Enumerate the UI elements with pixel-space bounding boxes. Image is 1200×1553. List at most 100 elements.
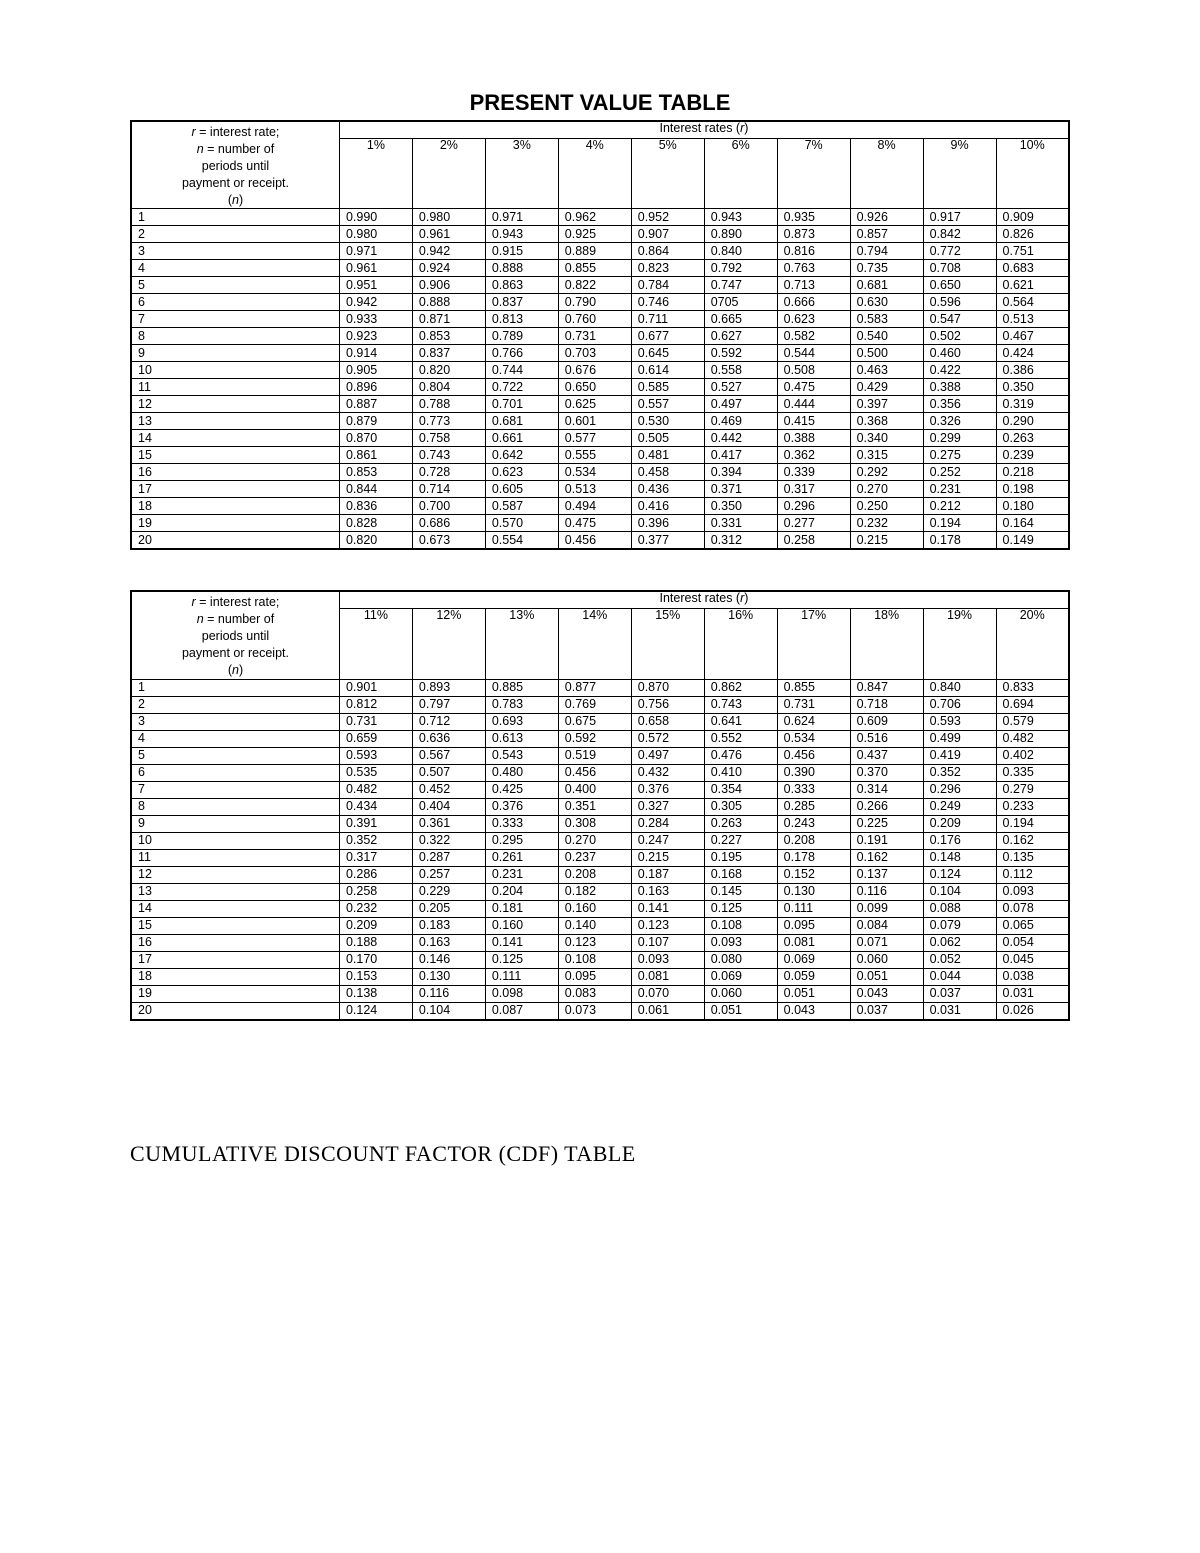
pv-cell: 0.971 xyxy=(339,243,412,260)
pv-cell: 0.153 xyxy=(339,968,412,985)
pv-cell: 0.962 xyxy=(558,209,631,226)
pv-cell: 0.842 xyxy=(923,226,996,243)
pv-cell: 0.855 xyxy=(777,679,850,696)
pv-cell: 0.564 xyxy=(996,294,1069,311)
pv-cell: 0.980 xyxy=(339,226,412,243)
period-n: 14 xyxy=(131,900,339,917)
period-n: 18 xyxy=(131,968,339,985)
period-n: 9 xyxy=(131,345,339,362)
period-n: 5 xyxy=(131,277,339,294)
table-row: 50.5930.5670.5430.5190.4970.4760.4560.43… xyxy=(131,747,1069,764)
pv-cell: 0.666 xyxy=(777,294,850,311)
pv-cell: 0.482 xyxy=(339,781,412,798)
period-n: 19 xyxy=(131,515,339,532)
pv-cell: 0.088 xyxy=(923,900,996,917)
pv-cell: 0.095 xyxy=(558,968,631,985)
period-n: 7 xyxy=(131,311,339,328)
pv-cell: 0.107 xyxy=(631,934,704,951)
table-row: 70.9330.8710.8130.7600.7110.6650.6230.58… xyxy=(131,311,1069,328)
pv-cell: 0.942 xyxy=(412,243,485,260)
pv-cell: 0.148 xyxy=(923,849,996,866)
pv-cell: 0.215 xyxy=(850,532,923,550)
rate-header: 17% xyxy=(777,609,850,680)
pv-cell: 0.239 xyxy=(996,447,1069,464)
pv-cell: 0.713 xyxy=(777,277,850,294)
pv-cell: 0.437 xyxy=(850,747,923,764)
pv-cell: 0.706 xyxy=(923,696,996,713)
pv-cell: 0.683 xyxy=(996,260,1069,277)
period-n: 19 xyxy=(131,985,339,1002)
table-row: 150.8610.7430.6420.5550.4810.4170.3620.3… xyxy=(131,447,1069,464)
pv-cell: 0.760 xyxy=(558,311,631,328)
pv-cell: 0.711 xyxy=(631,311,704,328)
pv-cell: 0.924 xyxy=(412,260,485,277)
pv-cell: 0.327 xyxy=(631,798,704,815)
pv-cell: 0.051 xyxy=(777,985,850,1002)
period-n: 10 xyxy=(131,362,339,379)
pv-cell: 0.308 xyxy=(558,815,631,832)
pv-cell: 0.820 xyxy=(412,362,485,379)
period-n: 6 xyxy=(131,764,339,781)
pv-cell: 0.820 xyxy=(339,532,412,550)
pv-cell: 0.444 xyxy=(777,396,850,413)
rate-header: 6% xyxy=(704,138,777,209)
pv-cell: 0.534 xyxy=(777,730,850,747)
pv-cell: 0.062 xyxy=(923,934,996,951)
pv-cell: 0.926 xyxy=(850,209,923,226)
pv-cell: 0.743 xyxy=(412,447,485,464)
pv-cell: 0.497 xyxy=(631,747,704,764)
pv-cell: 0.844 xyxy=(339,481,412,498)
pv-cell: 0.756 xyxy=(631,696,704,713)
pv-cell: 0.104 xyxy=(412,1002,485,1020)
pv-cell: 0.305 xyxy=(704,798,777,815)
pv-cell: 0.837 xyxy=(485,294,558,311)
pv-cell: 0.857 xyxy=(850,226,923,243)
pv-cell: 0.188 xyxy=(339,934,412,951)
pv-cell: 0.952 xyxy=(631,209,704,226)
pv-cell: 0.853 xyxy=(339,464,412,481)
pv-cell: 0.864 xyxy=(631,243,704,260)
pv-cell: 0705 xyxy=(704,294,777,311)
pv-cell: 0.195 xyxy=(704,849,777,866)
pv-cell: 0.627 xyxy=(704,328,777,345)
table-row: 190.1380.1160.0980.0830.0700.0600.0510.0… xyxy=(131,985,1069,1002)
period-n: 17 xyxy=(131,481,339,498)
pv-cell: 0.714 xyxy=(412,481,485,498)
pv-cell: 0.822 xyxy=(558,277,631,294)
pv-cell: 0.026 xyxy=(996,1002,1069,1020)
pv-cell: 0.391 xyxy=(339,815,412,832)
period-n: 4 xyxy=(131,260,339,277)
pv-cell: 0.572 xyxy=(631,730,704,747)
pv-cell: 0.205 xyxy=(412,900,485,917)
pv-cell: 0.456 xyxy=(777,747,850,764)
pv-cell: 0.458 xyxy=(631,464,704,481)
pv-cell: 0.896 xyxy=(339,379,412,396)
period-n: 11 xyxy=(131,849,339,866)
period-n: 8 xyxy=(131,798,339,815)
table-row: 30.9710.9420.9150.8890.8640.8400.8160.79… xyxy=(131,243,1069,260)
pv-cell: 0.686 xyxy=(412,515,485,532)
pv-cell: 0.482 xyxy=(996,730,1069,747)
table-row: 30.7310.7120.6930.6750.6580.6410.6240.60… xyxy=(131,713,1069,730)
pv-cell: 0.125 xyxy=(485,951,558,968)
period-n: 11 xyxy=(131,379,339,396)
pv-cell: 0.138 xyxy=(339,985,412,1002)
pv-cell: 0.284 xyxy=(631,815,704,832)
pv-cell: 0.877 xyxy=(558,679,631,696)
pv-cell: 0.084 xyxy=(850,917,923,934)
table-header-left: r = interest rate;n = number ofperiods u… xyxy=(131,121,339,209)
period-n: 12 xyxy=(131,396,339,413)
pv-cell: 0.840 xyxy=(704,243,777,260)
table-row: 200.1240.1040.0870.0730.0610.0510.0430.0… xyxy=(131,1002,1069,1020)
pv-cell: 0.906 xyxy=(412,277,485,294)
pv-cell: 0.456 xyxy=(558,532,631,550)
pv-cell: 0.527 xyxy=(704,379,777,396)
pv-cell: 0.145 xyxy=(704,883,777,900)
pv-cell: 0.722 xyxy=(485,379,558,396)
pv-cell: 0.933 xyxy=(339,311,412,328)
pv-cell: 0.677 xyxy=(631,328,704,345)
pv-cell: 0.194 xyxy=(923,515,996,532)
pv-cell: 0.712 xyxy=(412,713,485,730)
pv-cell: 0.746 xyxy=(631,294,704,311)
table-row: 100.3520.3220.2950.2700.2470.2270.2080.1… xyxy=(131,832,1069,849)
